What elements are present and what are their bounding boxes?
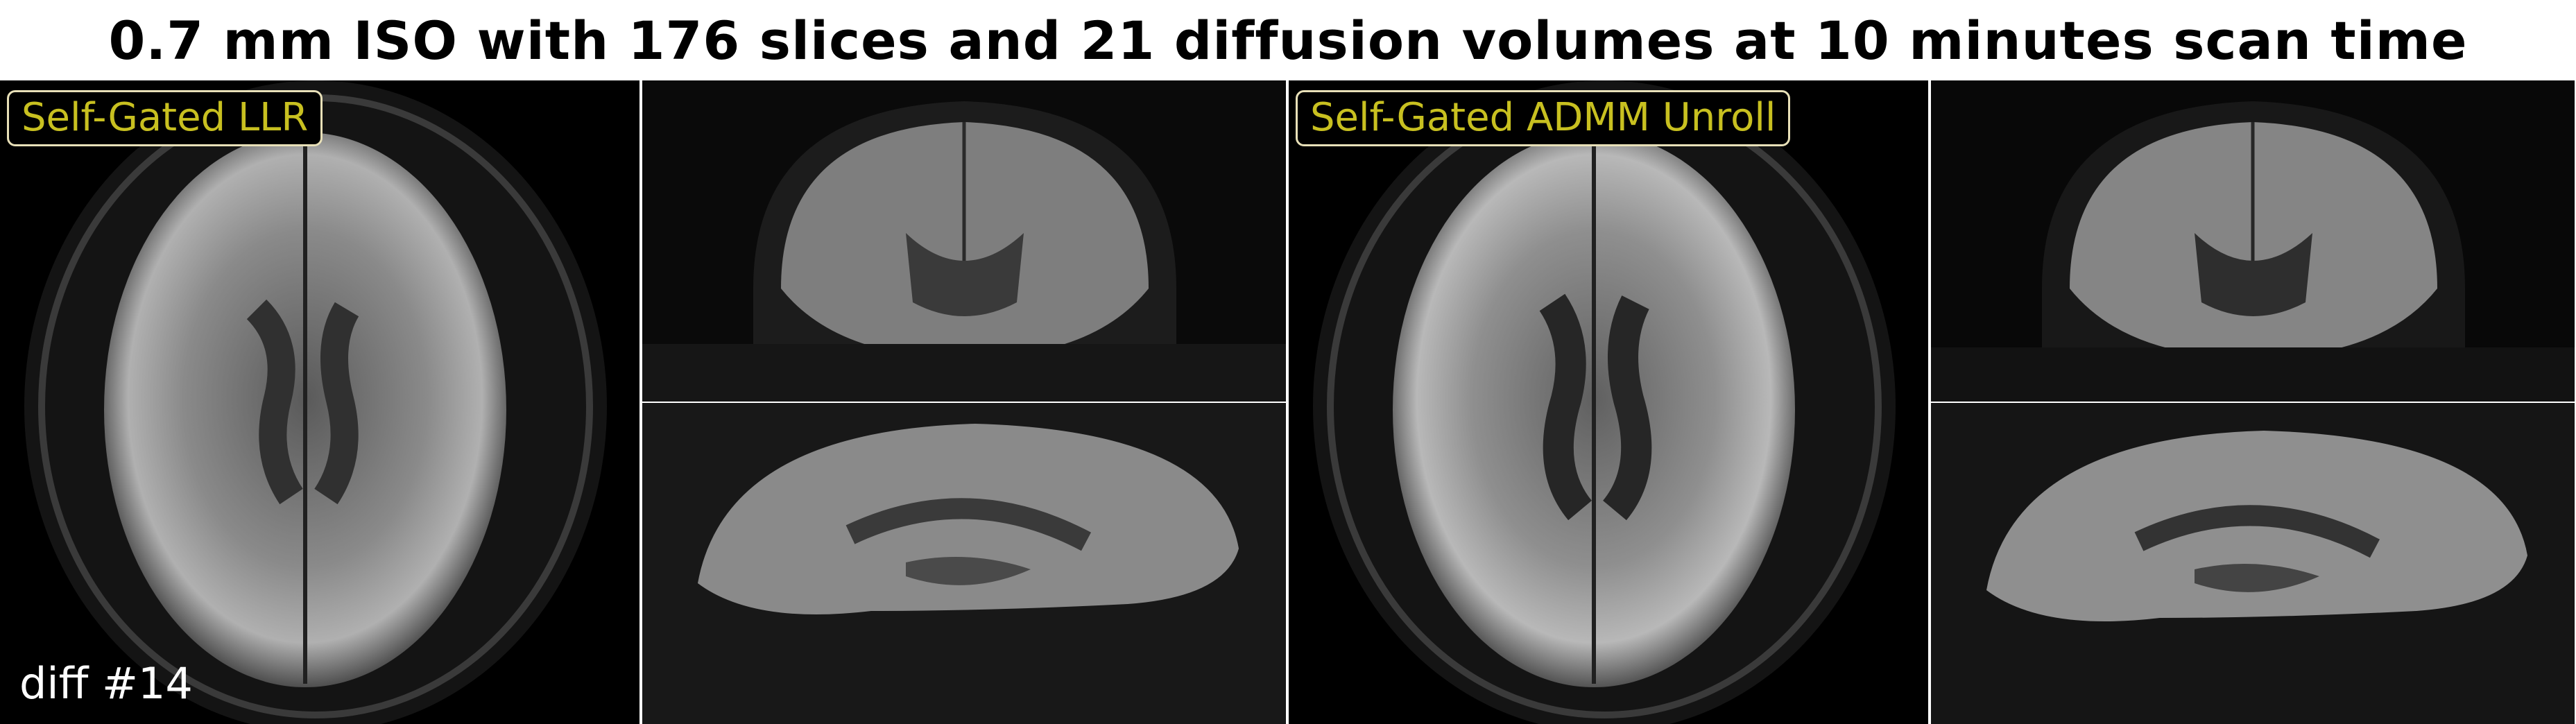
sagittal-view-admm <box>1931 403 2575 724</box>
axial-view-llr: Self-Gated LLR diff #14 <box>0 80 639 724</box>
orthogonal-views-admm <box>1931 80 2575 724</box>
figure-title: 0.7 mm ISO with 176 slices and 21 diffus… <box>108 9 2468 71</box>
method-group-llr: Self-Gated LLR diff #14 <box>0 80 1287 724</box>
axial-view-admm: Self-Gated ADMM Unroll <box>1289 80 1928 724</box>
diffusion-volume-label: diff #14 <box>19 658 193 709</box>
sagittal-view-llr <box>642 403 1286 724</box>
method-label: Self-Gated LLR <box>7 90 323 146</box>
axial-brain-image <box>1313 80 1896 724</box>
coronal-view-llr <box>642 80 1286 402</box>
method-label: Self-Gated ADMM Unroll <box>1296 90 1791 146</box>
axial-brain-image <box>24 80 607 724</box>
sagittal-brain-image <box>1931 403 2575 724</box>
method-group-admm: Self-Gated ADMM Unroll <box>1289 80 2576 724</box>
coronal-brain-image <box>1931 80 2575 402</box>
orthogonal-views-llr <box>642 80 1286 724</box>
sagittal-brain-image <box>642 403 1286 724</box>
coronal-view-admm <box>1931 80 2575 402</box>
coronal-brain-image <box>642 80 1286 402</box>
image-panels: Self-Gated LLR diff #14 <box>0 80 2576 724</box>
